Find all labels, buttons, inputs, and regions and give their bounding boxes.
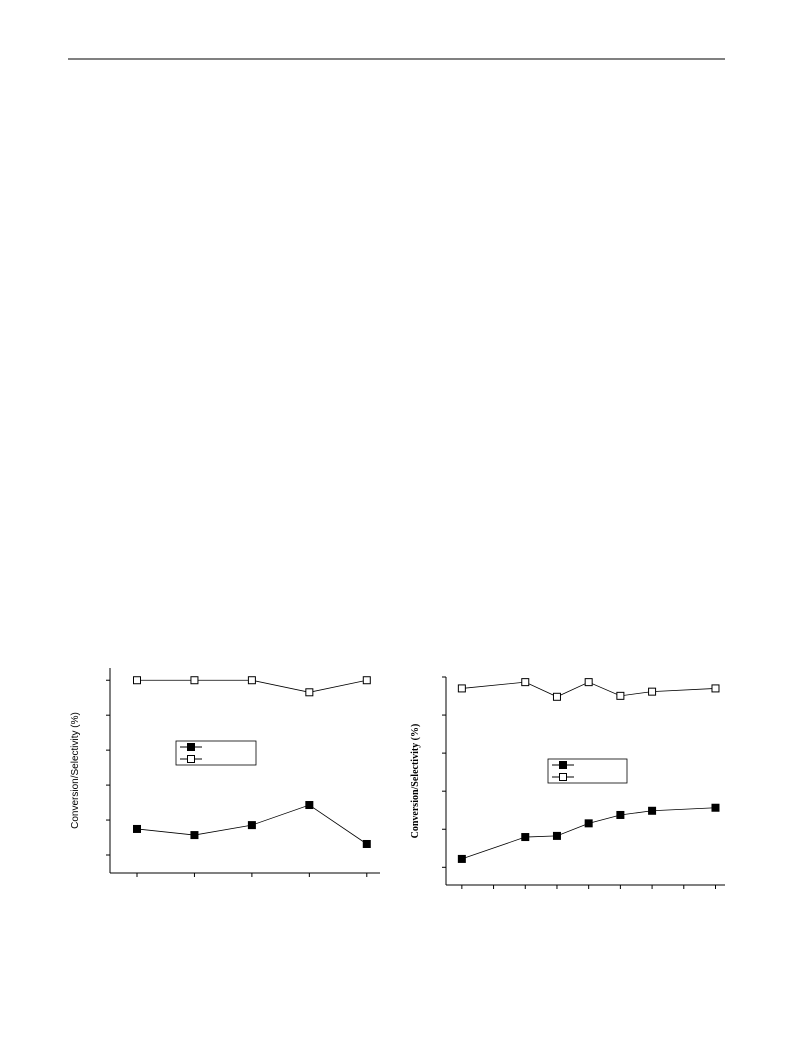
marker [584, 819, 593, 828]
marker [584, 678, 593, 687]
marker [247, 676, 256, 685]
marker [711, 684, 720, 693]
marker [133, 676, 141, 685]
marker [457, 684, 466, 693]
legend-marker [559, 773, 567, 781]
marker [521, 833, 530, 842]
marker [190, 831, 199, 840]
marker [247, 821, 256, 830]
marker [648, 806, 657, 815]
legend-box [547, 758, 628, 784]
marker [552, 831, 561, 840]
series-line [461, 807, 716, 860]
marker [457, 854, 466, 863]
marker [616, 691, 625, 700]
marker [711, 803, 720, 812]
marker [362, 676, 371, 685]
legend-marker [187, 755, 195, 763]
marker [521, 678, 530, 687]
marker [552, 692, 561, 701]
legend-marker [187, 743, 195, 751]
legend-marker [559, 761, 567, 769]
legend-box [175, 740, 257, 766]
marker [305, 801, 314, 810]
marker [648, 687, 657, 696]
marker [305, 688, 314, 697]
marker [190, 676, 199, 685]
y-axis-label: Conversion/Selectivity (%) [70, 712, 81, 829]
marker [133, 824, 141, 833]
y-axis-label: Conversion/Selectivity (%) [410, 724, 421, 839]
marker [362, 839, 371, 848]
marker [616, 810, 625, 819]
